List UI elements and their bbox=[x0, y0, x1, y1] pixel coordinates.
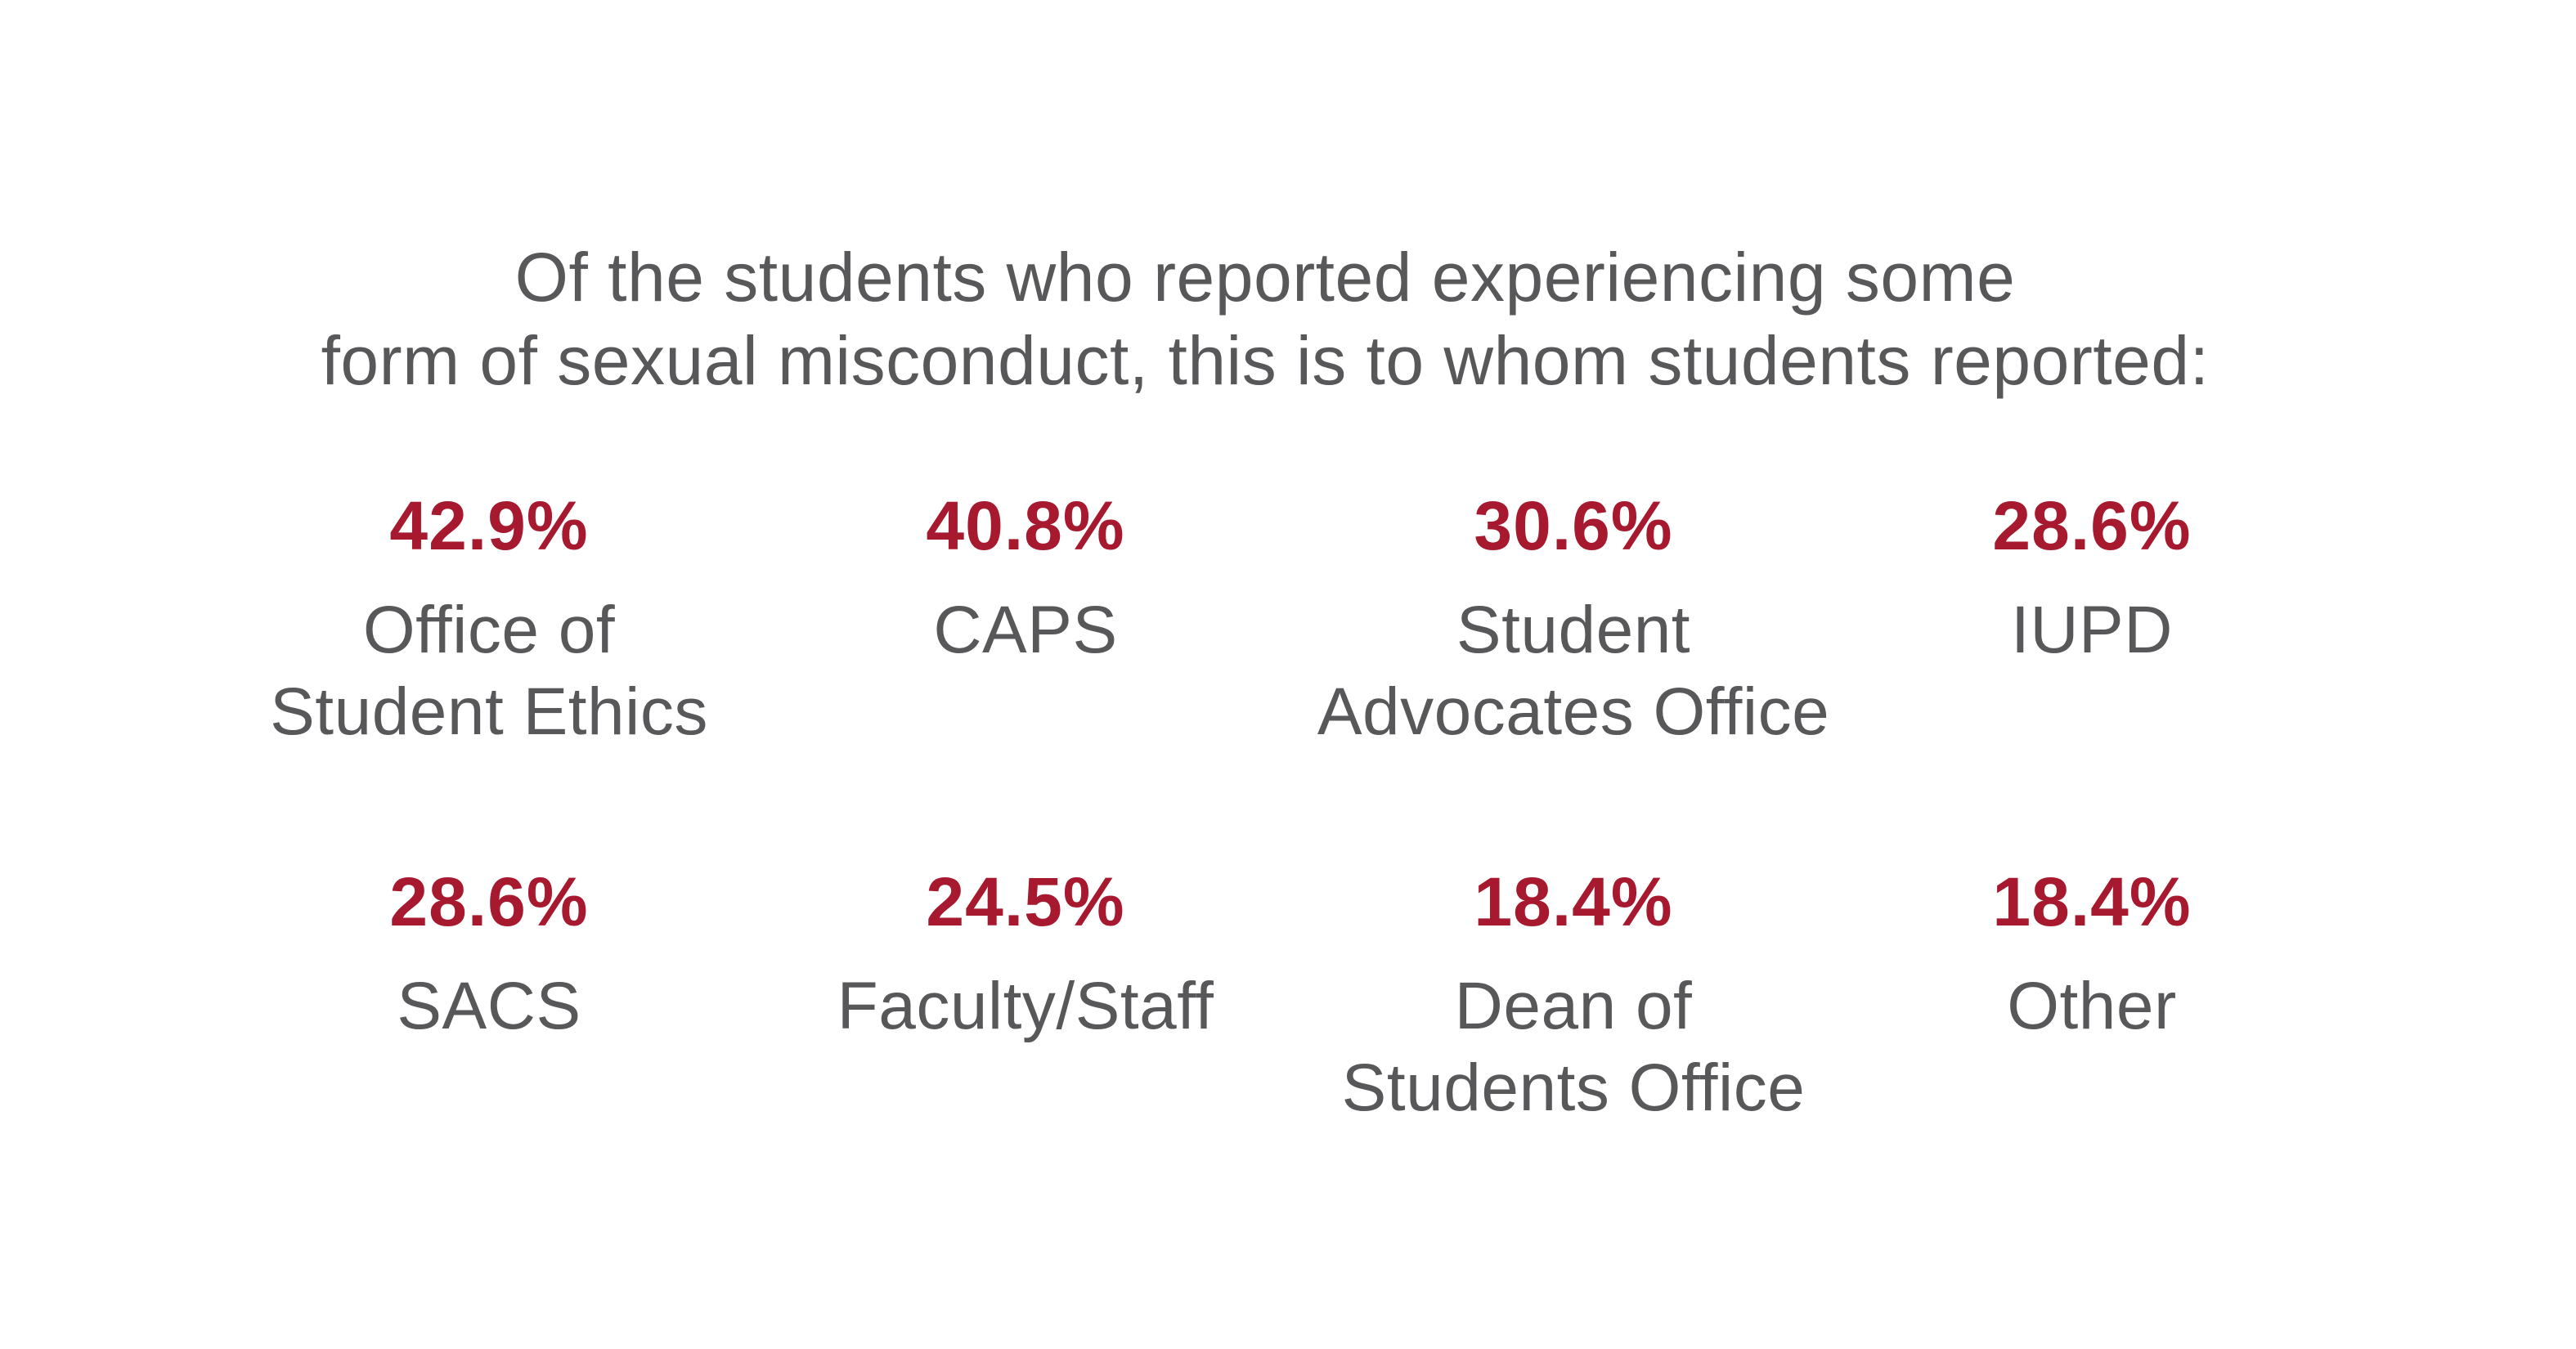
stat-label: IUPD bbox=[1830, 589, 2354, 671]
stat-caps: 40.8% CAPS bbox=[764, 485, 1287, 671]
stat-sacs: 28.6% SACS bbox=[227, 861, 751, 1047]
stat-percent: 18.4% bbox=[1474, 863, 1673, 940]
stat-percent: 40.8% bbox=[926, 487, 1125, 564]
stat-label: Dean of Students Office bbox=[1312, 966, 1835, 1129]
stat-label-line: Students Office bbox=[1341, 1051, 1806, 1125]
stat-label-line: Office of bbox=[362, 593, 616, 667]
stat-percent: 42.9% bbox=[389, 487, 589, 564]
stat-label-line: CAPS bbox=[933, 593, 1118, 667]
stat-percent: 28.6% bbox=[389, 863, 589, 940]
stat-label: Other bbox=[1830, 966, 2354, 1047]
stat-label: Faculty/Staff bbox=[764, 966, 1287, 1047]
stat-label-line: Student bbox=[1456, 593, 1691, 667]
stat-label-line: Faculty/Staff bbox=[837, 969, 1214, 1043]
headline-line-1: Of the students who reported experiencin… bbox=[514, 239, 2016, 316]
stat-percent: 28.6% bbox=[1992, 487, 2192, 564]
stat-other: 18.4% Other bbox=[1830, 861, 2354, 1047]
stat-dean-of-students-office: 18.4% Dean of Students Office bbox=[1312, 861, 1835, 1129]
stat-label-line: SACS bbox=[397, 969, 581, 1043]
stat-label-line: IUPD bbox=[2011, 593, 2173, 667]
headline: Of the students who reported experiencin… bbox=[0, 235, 2530, 402]
stat-label: Student Advocates Office bbox=[1312, 589, 1835, 753]
stat-faculty-staff: 24.5% Faculty/Staff bbox=[764, 861, 1287, 1047]
stat-label-line: Advocates Office bbox=[1317, 674, 1830, 749]
stat-student-advocates-office: 30.6% Student Advocates Office bbox=[1312, 485, 1835, 753]
stat-percent: 18.4% bbox=[1992, 863, 2192, 940]
stat-label: CAPS bbox=[764, 589, 1287, 671]
stat-office-of-student-ethics: 42.9% Office of Student Ethics bbox=[227, 485, 751, 753]
stat-label: SACS bbox=[227, 966, 751, 1047]
headline-line-2: form of sexual misconduct, this is to wh… bbox=[321, 322, 2210, 399]
stat-label-line: Other bbox=[2007, 969, 2177, 1043]
stat-iupd: 28.6% IUPD bbox=[1830, 485, 2354, 671]
stat-label-line: Dean of bbox=[1454, 969, 1693, 1043]
stat-percent: 24.5% bbox=[926, 863, 1125, 940]
stat-percent: 30.6% bbox=[1474, 487, 1673, 564]
stat-label: Office of Student Ethics bbox=[227, 589, 751, 753]
stat-label-line: Student Ethics bbox=[270, 674, 708, 749]
